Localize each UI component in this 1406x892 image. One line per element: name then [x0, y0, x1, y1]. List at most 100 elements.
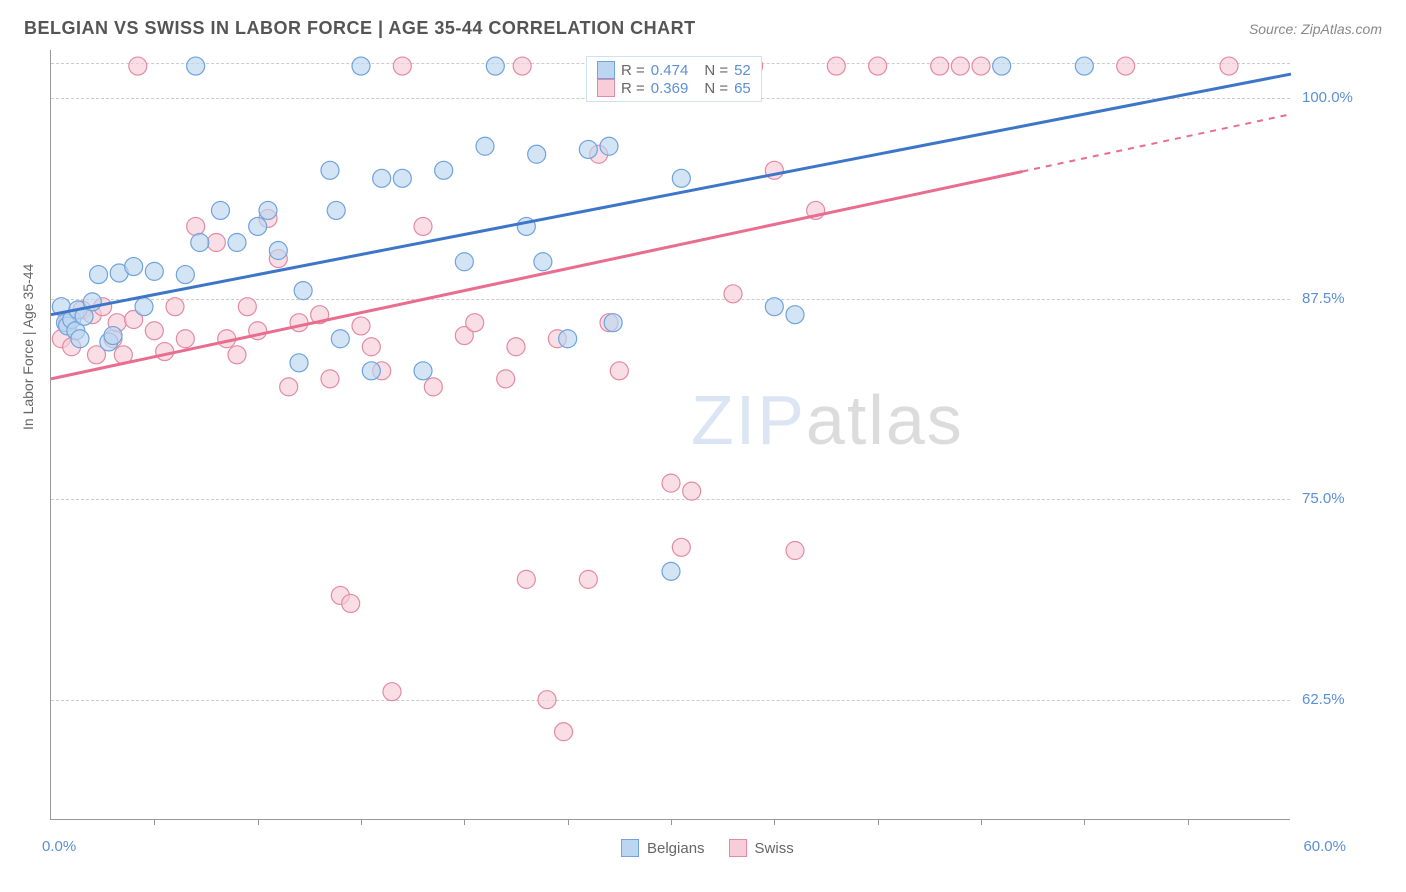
- data-point: [414, 217, 432, 235]
- data-point: [497, 370, 515, 388]
- data-point: [187, 217, 205, 235]
- data-point: [662, 562, 680, 580]
- chart-svg: [51, 50, 1290, 819]
- legend-item-swiss: Swiss: [729, 839, 794, 857]
- data-point: [156, 343, 174, 361]
- data-point: [362, 362, 380, 380]
- series-legend: Belgians Swiss: [621, 839, 794, 857]
- x-tick: [878, 819, 879, 825]
- data-point: [765, 298, 783, 316]
- data-point: [191, 234, 209, 252]
- data-point: [238, 298, 256, 316]
- data-point: [559, 330, 577, 348]
- data-point: [993, 57, 1011, 75]
- x-tick: [258, 819, 259, 825]
- data-point: [786, 306, 804, 324]
- y-axis-label: In Labor Force | Age 35-44: [20, 264, 36, 430]
- data-point: [290, 354, 308, 372]
- data-point: [166, 298, 184, 316]
- x-tick: [568, 819, 569, 825]
- data-point: [331, 330, 349, 348]
- data-point: [513, 57, 531, 75]
- data-point: [662, 474, 680, 492]
- correlation-legend: R = 0.474 N = 52 R = 0.369 N = 65: [586, 56, 762, 102]
- data-point: [610, 362, 628, 380]
- data-point: [414, 362, 432, 380]
- data-point: [1075, 57, 1093, 75]
- data-point: [228, 346, 246, 364]
- x-tick: [671, 819, 672, 825]
- r-value-swiss: 0.369: [651, 80, 689, 97]
- data-point: [352, 317, 370, 335]
- swatch-swiss-2: [729, 839, 747, 857]
- data-point: [672, 169, 690, 187]
- data-point: [207, 234, 225, 252]
- legend-row-swiss: R = 0.369 N = 65: [597, 79, 751, 97]
- data-point: [176, 266, 194, 284]
- data-point: [129, 57, 147, 75]
- data-point: [476, 137, 494, 155]
- legend-item-belgians: Belgians: [621, 839, 705, 857]
- data-point: [534, 253, 552, 271]
- data-point: [555, 723, 573, 741]
- y-tick-label: 100.0%: [1302, 89, 1353, 106]
- x-min-label: 0.0%: [42, 838, 76, 855]
- data-point: [259, 201, 277, 219]
- data-point: [352, 57, 370, 75]
- data-point: [466, 314, 484, 332]
- y-tick-label: 75.0%: [1302, 490, 1345, 507]
- legend-label-swiss: Swiss: [755, 840, 794, 857]
- source-attribution: Source: ZipAtlas.com: [1249, 21, 1382, 37]
- data-point: [294, 282, 312, 300]
- regression-line: [51, 172, 1022, 379]
- data-point: [327, 201, 345, 219]
- y-tick-label: 87.5%: [1302, 290, 1345, 307]
- data-point: [786, 542, 804, 560]
- data-point: [104, 327, 122, 345]
- data-point: [1220, 57, 1238, 75]
- data-point: [269, 242, 287, 260]
- data-point: [604, 314, 622, 332]
- data-point: [228, 234, 246, 252]
- data-point: [290, 314, 308, 332]
- legend-label-belgians: Belgians: [647, 840, 705, 857]
- regression-line: [51, 74, 1291, 315]
- x-tick: [1188, 819, 1189, 825]
- swatch-swiss: [597, 79, 615, 97]
- data-point: [187, 57, 205, 75]
- data-point: [579, 570, 597, 588]
- data-point: [579, 140, 597, 158]
- x-tick: [361, 819, 362, 825]
- data-point: [211, 201, 229, 219]
- data-point: [176, 330, 194, 348]
- data-point: [249, 217, 267, 235]
- data-point: [393, 57, 411, 75]
- data-point: [145, 262, 163, 280]
- x-tick: [981, 819, 982, 825]
- n-value-swiss: 65: [734, 80, 751, 97]
- data-point: [972, 57, 990, 75]
- data-point: [383, 683, 401, 701]
- data-point: [321, 161, 339, 179]
- legend-row-belgians: R = 0.474 N = 52: [597, 61, 751, 79]
- n-value-belgians: 52: [734, 62, 751, 79]
- data-point: [724, 285, 742, 303]
- data-point: [683, 482, 701, 500]
- data-point: [455, 253, 473, 271]
- data-point: [435, 161, 453, 179]
- x-tick: [154, 819, 155, 825]
- x-tick: [774, 819, 775, 825]
- data-point: [321, 370, 339, 388]
- data-point: [827, 57, 845, 75]
- data-point: [538, 691, 556, 709]
- data-point: [517, 570, 535, 588]
- data-point: [931, 57, 949, 75]
- chart-title: BELGIAN VS SWISS IN LABOR FORCE | AGE 35…: [24, 18, 696, 39]
- swatch-belgians: [597, 61, 615, 79]
- data-point: [90, 266, 108, 284]
- data-point: [145, 322, 163, 340]
- swatch-belgians-2: [621, 839, 639, 857]
- data-point: [393, 169, 411, 187]
- data-point: [869, 57, 887, 75]
- plot-area: ZIPatlas R = 0.474 N = 52 R = 0.369 N = …: [50, 50, 1290, 820]
